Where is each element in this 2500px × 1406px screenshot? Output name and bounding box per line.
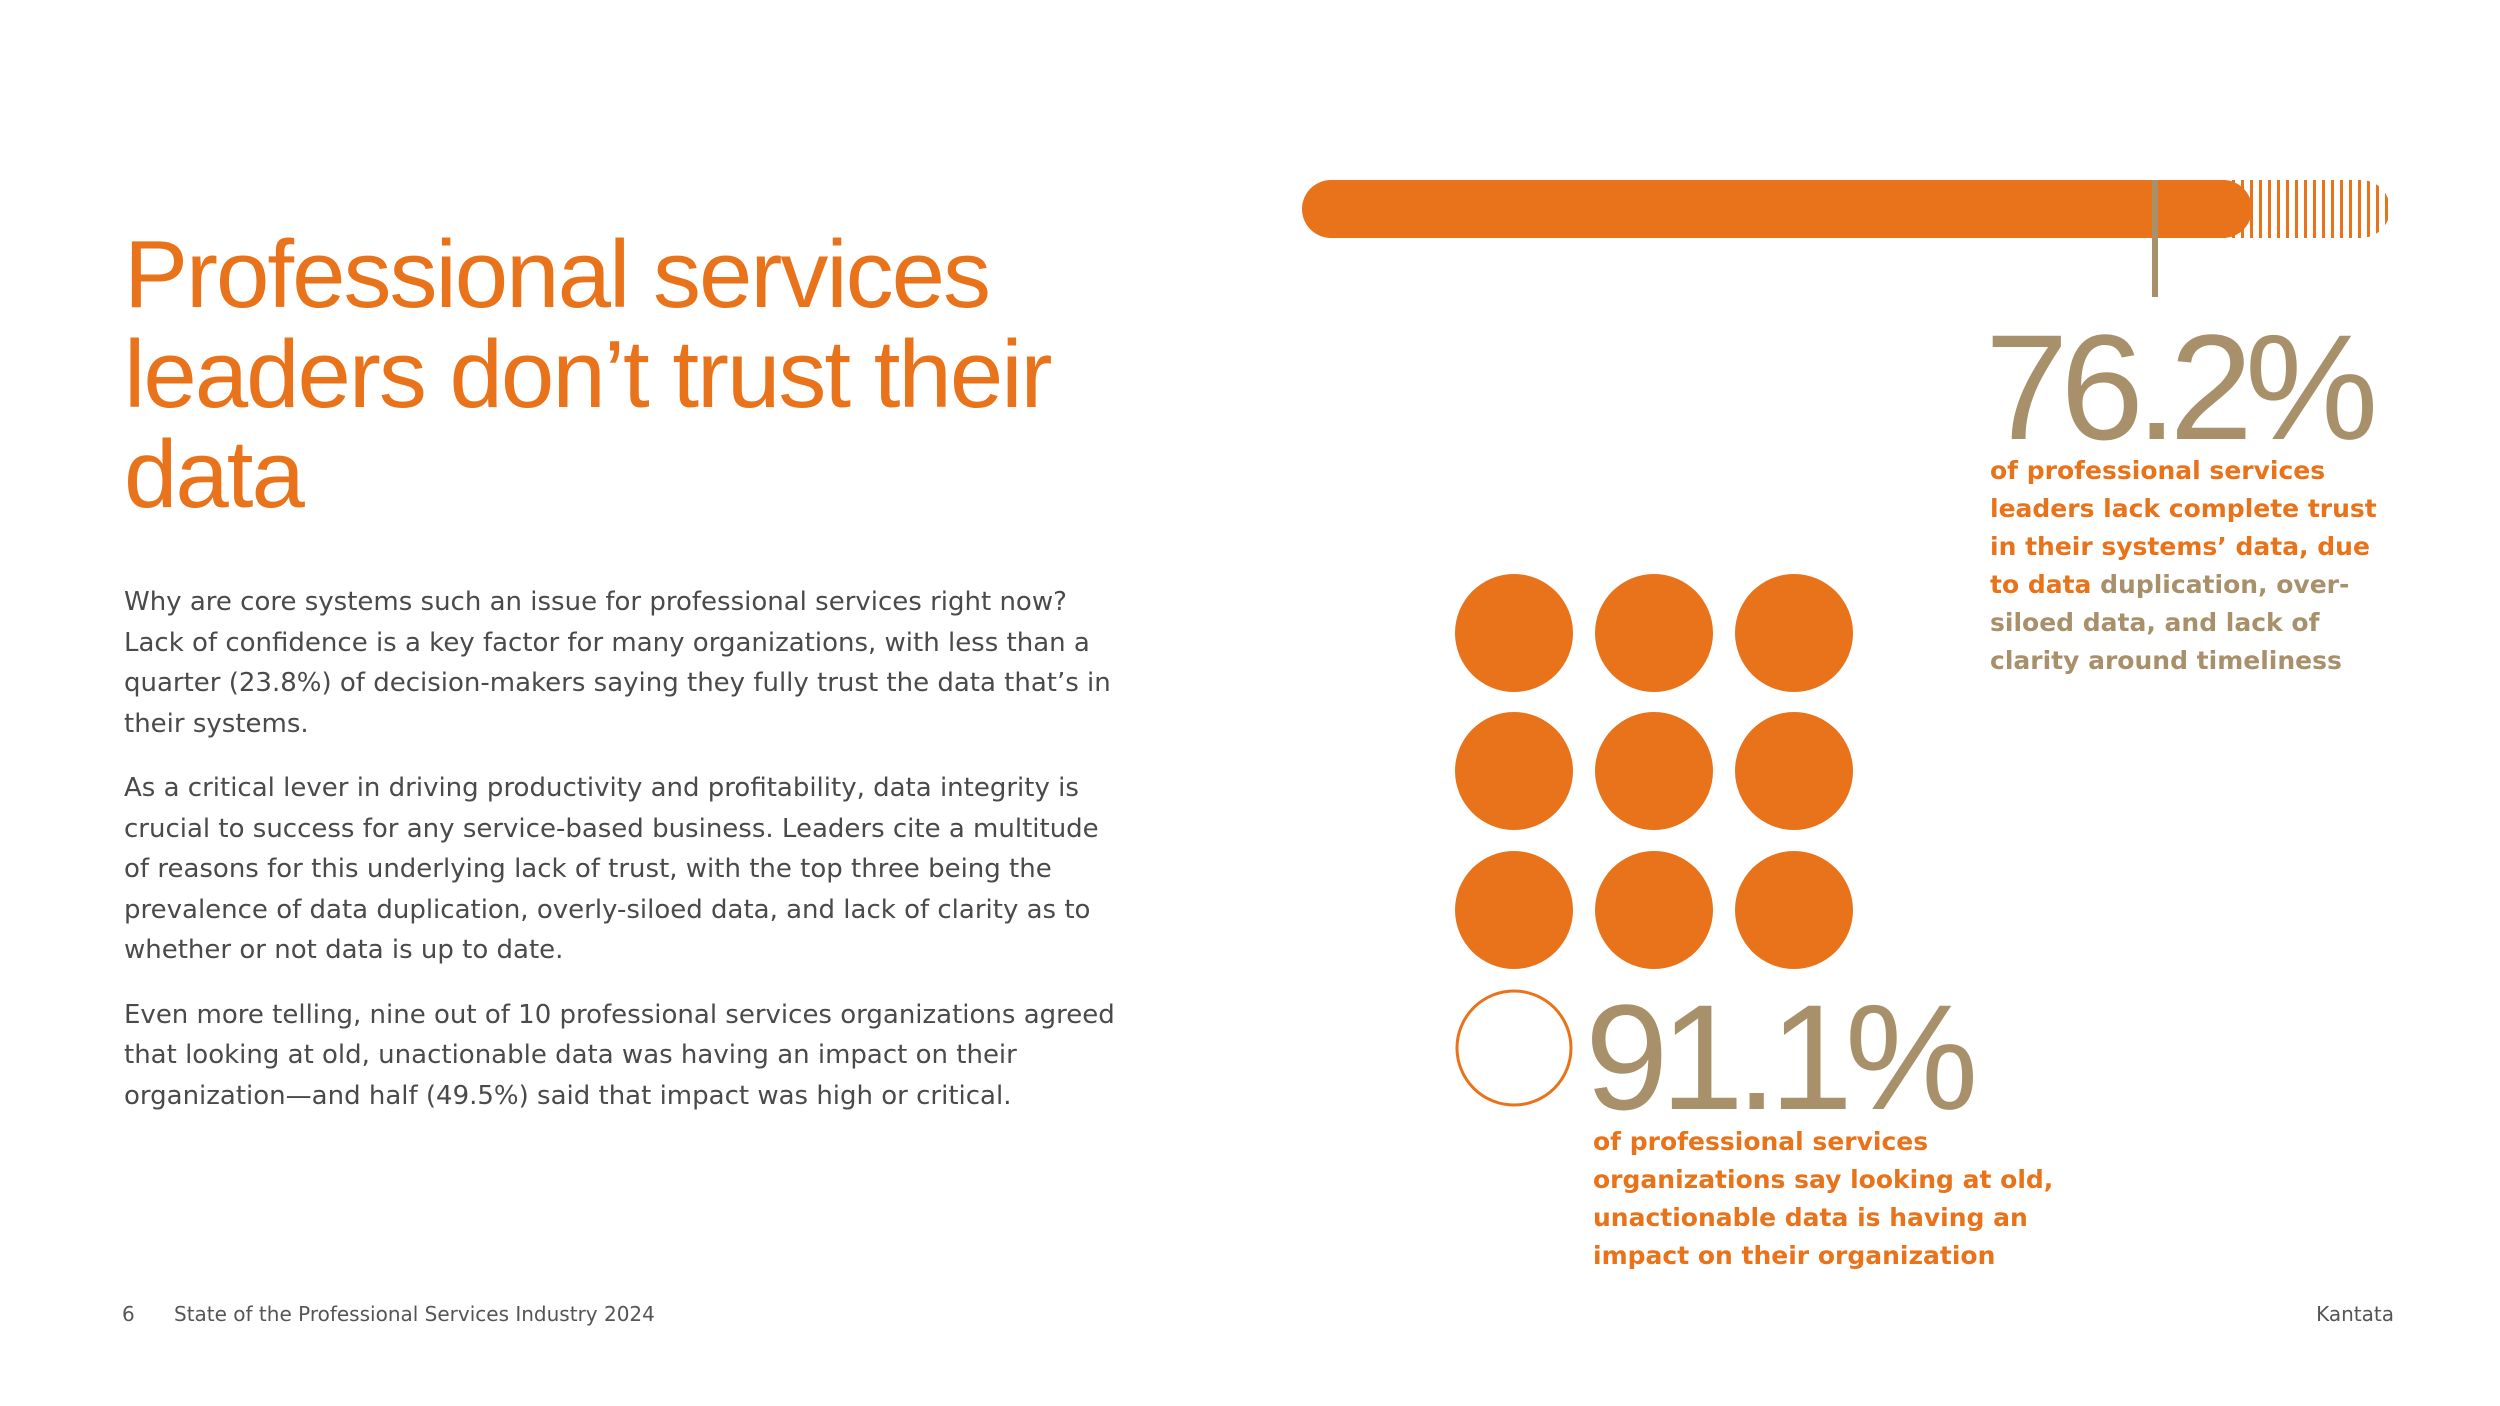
title: Professional services leaders don’t trus…: [124, 221, 1053, 528]
stat-caption: of professional services organizations s…: [1593, 1127, 2054, 1270]
dot-grid: [1455, 574, 1853, 1107]
stat-figure: 91.1%: [1585, 973, 1978, 1141]
caption-highlight: of professional services leaders lack co…: [1990, 456, 2377, 599]
stat-figure: 76.2%: [1985, 303, 2378, 471]
page-number: 6: [122, 1302, 135, 1326]
body-text: Why are core systems such an issue for p…: [124, 582, 1124, 1140]
paragraph: Even more telling, nine out of 10 profes…: [124, 999, 1115, 1111]
caption-detail: duplication, over-siloed data, and lack …: [1990, 570, 2350, 675]
paragraph: As a critical lever in driving productiv…: [124, 773, 1099, 965]
paragraph: Why are core systems such an issue for p…: [124, 587, 1111, 739]
progress-bar: [1302, 180, 2390, 297]
stat-caption: of professional services leaders lack co…: [1990, 452, 2400, 680]
brand: Kantata: [2316, 1302, 2394, 1326]
publication: State of the Professional Services Indus…: [174, 1302, 655, 1326]
